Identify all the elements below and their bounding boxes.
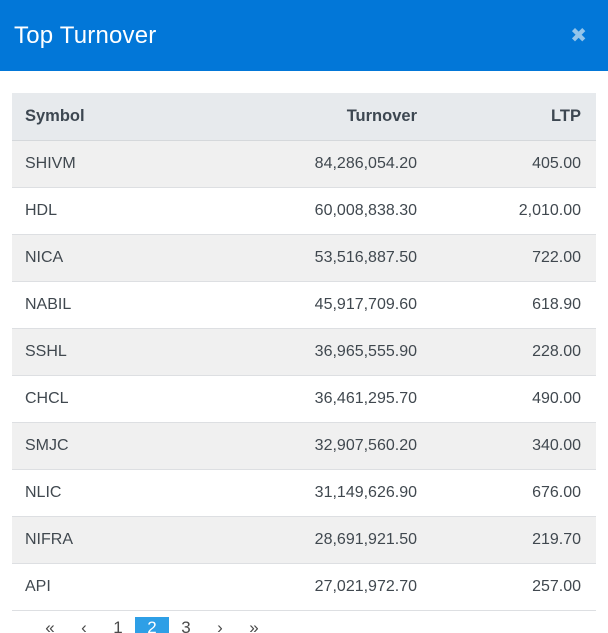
table-row: NLIC 31,149,626.90 676.00	[12, 469, 596, 517]
turnover-table-container: Symbol Turnover LTP SHIVM 84,286,054.20 …	[12, 93, 596, 611]
ltp-cell: 722.00	[417, 234, 596, 282]
table-header-row: Symbol Turnover LTP	[12, 93, 596, 141]
ltp-cell: 257.00	[417, 563, 596, 611]
table-row: NIFRA 28,691,921.50 219.70	[12, 516, 596, 564]
turnover-cell: 36,965,555.90	[212, 328, 417, 376]
turnover-cell: 60,008,838.30	[212, 187, 417, 235]
symbol-cell: SHIVM	[12, 140, 212, 188]
pagination-item-first[interactable]: «	[45, 617, 55, 633]
symbol-cell: NABIL	[12, 281, 212, 329]
column-header-turnover: Turnover	[212, 93, 417, 141]
pagination-item-page-1[interactable]: 1	[113, 617, 123, 633]
symbol-cell: SSHL	[12, 328, 212, 376]
ltp-cell: 490.00	[417, 375, 596, 423]
symbol-cell: HDL	[12, 187, 212, 235]
symbol-cell: NICA	[12, 234, 212, 282]
symbol-cell: NIFRA	[12, 516, 212, 564]
turnover-cell: 53,516,887.50	[212, 234, 417, 282]
turnover-cell: 31,149,626.90	[212, 469, 417, 517]
symbol-cell: API	[12, 563, 212, 611]
symbol-cell: NLIC	[12, 469, 212, 517]
close-icon[interactable]: ✖	[570, 24, 587, 47]
ltp-cell: 405.00	[417, 140, 596, 188]
pagination-item-next[interactable]: ›	[217, 617, 223, 633]
turnover-cell: 84,286,054.20	[212, 140, 417, 188]
column-header-ltp: LTP	[417, 93, 596, 141]
turnover-cell: 27,021,972.70	[212, 563, 417, 611]
turnover-cell: 36,461,295.70	[212, 375, 417, 423]
table-row: CHCL 36,461,295.70 490.00	[12, 375, 596, 423]
ltp-cell: 618.90	[417, 281, 596, 329]
ltp-cell: 228.00	[417, 328, 596, 376]
pagination-item-page-2[interactable]: 2	[135, 616, 169, 633]
table-row: HDL 60,008,838.30 2,010.00	[12, 187, 596, 235]
pagination-item-page-3[interactable]: 3	[181, 617, 191, 633]
column-header-symbol: Symbol	[12, 93, 212, 141]
modal-header: Top Turnover ✖	[0, 0, 608, 71]
table-row: SSHL 36,965,555.90 228.00	[12, 328, 596, 376]
table-row: NABIL 45,917,709.60 618.90	[12, 281, 596, 329]
table-row: SMJC 32,907,560.20 340.00	[12, 422, 596, 470]
turnover-cell: 28,691,921.50	[212, 516, 417, 564]
table-row: API 27,021,972.70 257.00	[12, 563, 596, 611]
pagination: « ‹ 1 2 3 › »	[33, 616, 608, 633]
symbol-cell: CHCL	[12, 375, 212, 423]
modal-title: Top Turnover	[14, 21, 157, 49]
pagination-item-previous[interactable]: ‹	[81, 617, 87, 633]
table-row: NICA 53,516,887.50 722.00	[12, 234, 596, 282]
table-row: SHIVM 84,286,054.20 405.00	[12, 140, 596, 188]
turnover-table-body: SHIVM 84,286,054.20 405.00 HDL 60,008,83…	[12, 140, 596, 611]
ltp-cell: 2,010.00	[417, 187, 596, 235]
turnover-cell: 32,907,560.20	[212, 422, 417, 470]
ltp-cell: 340.00	[417, 422, 596, 470]
ltp-cell: 676.00	[417, 469, 596, 517]
ltp-cell: 219.70	[417, 516, 596, 564]
symbol-cell: SMJC	[12, 422, 212, 470]
pagination-item-last[interactable]: »	[249, 617, 259, 633]
turnover-table: Symbol Turnover LTP SHIVM 84,286,054.20 …	[12, 93, 596, 611]
turnover-cell: 45,917,709.60	[212, 281, 417, 329]
